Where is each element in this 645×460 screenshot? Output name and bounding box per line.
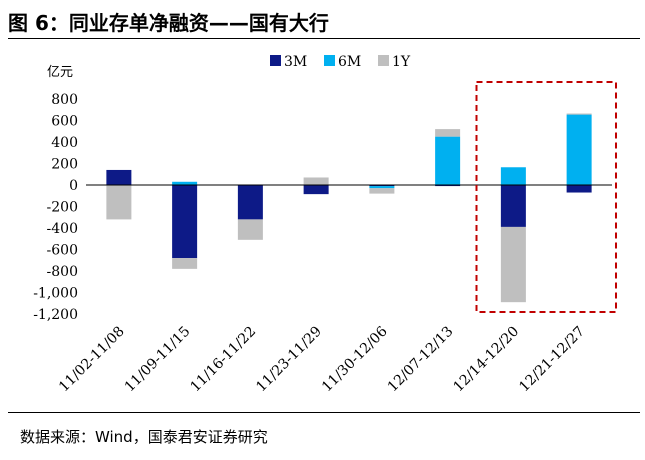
- y-tick-label: -1,200: [33, 307, 78, 323]
- bar-3m-7: [500, 185, 526, 227]
- bar-1y-4: [303, 177, 329, 185]
- x-axis-tick-labels: 11/02-11/0811/09-11/1511/16-11/2211/23-1…: [56, 323, 588, 395]
- source-note: 数据来源：Wind，国泰君安证券研究: [20, 428, 268, 446]
- title-divider: [8, 38, 640, 39]
- bar-3m-2: [172, 185, 198, 259]
- x-tick-label: 11/02-11/08: [56, 324, 128, 396]
- y-tick-label: 600: [51, 114, 78, 130]
- y-tick-label: -600: [47, 243, 78, 259]
- x-tick-label: 11/23-11/29: [253, 324, 325, 396]
- bar-3m-5: [369, 185, 395, 187]
- bar-1y-3: [237, 219, 263, 240]
- highlight-box: [475, 81, 617, 313]
- bar-1y-5: [369, 188, 395, 194]
- legend-swatch-3m: [270, 55, 281, 66]
- bar-chart: 3M 6M 1Y 亿元 800 600 400 200 0 -200 -400 -600 -800 -…: [33, 54, 617, 395]
- legend-label-3m: 3M: [284, 54, 307, 70]
- bar-3m-6: [435, 185, 461, 187]
- y-tick-label: -1,000: [33, 286, 78, 302]
- y-tick-label: 200: [51, 157, 78, 173]
- bars: [106, 113, 592, 303]
- figure-title: 图 6：同业存单净融资——国有大行: [8, 11, 329, 35]
- bar-1y-7: [500, 226, 526, 303]
- chart-legend: 3M 6M 1Y: [270, 54, 411, 70]
- y-tick-label: 0: [69, 178, 78, 194]
- x-tick-label: 12/21-12/27: [516, 324, 588, 396]
- bar-6m-6: [435, 136, 461, 185]
- bar-1y-6: [435, 129, 461, 137]
- y-tick-label: -200: [47, 200, 78, 216]
- x-tick-label: 11/16-11/22: [187, 324, 259, 396]
- legend-label-1y: 1Y: [392, 54, 411, 70]
- bar-6m-2: [172, 181, 198, 185]
- y-tick-label: 400: [51, 135, 78, 151]
- bar-3m-4: [303, 185, 329, 195]
- legend-swatch-6m: [324, 55, 335, 66]
- x-tick-label: 11/09-11/15: [122, 324, 194, 396]
- y-tick-label: -800: [47, 264, 78, 280]
- legend-swatch-1y: [378, 55, 389, 66]
- y-axis: 800 600 400 200 0 -200 -400 -600 -800 -1,000 -1,20…: [33, 92, 78, 323]
- x-tick-label: 12/07-12/13: [385, 324, 457, 396]
- bar-6m-8: [566, 114, 592, 185]
- bar-6m-7: [500, 167, 526, 185]
- bar-1y-1: [106, 185, 132, 220]
- bar-1y-2: [172, 258, 198, 269]
- y-tick-label: -400: [47, 221, 78, 237]
- y-tick-label: 800: [51, 92, 78, 108]
- bar-3m-3: [237, 185, 263, 220]
- bar-1y-8: [566, 113, 592, 115]
- source-divider: [8, 412, 640, 413]
- x-tick-label: 11/30-12/06: [319, 323, 391, 395]
- y-axis-label: 亿元: [47, 65, 73, 80]
- bar-3m-1: [106, 169, 132, 185]
- legend-label-6m: 6M: [338, 54, 361, 70]
- bar-6m-5: [369, 186, 395, 189]
- bar-3m-8: [566, 185, 592, 193]
- x-tick-label: 12/14-12/20: [450, 324, 522, 396]
